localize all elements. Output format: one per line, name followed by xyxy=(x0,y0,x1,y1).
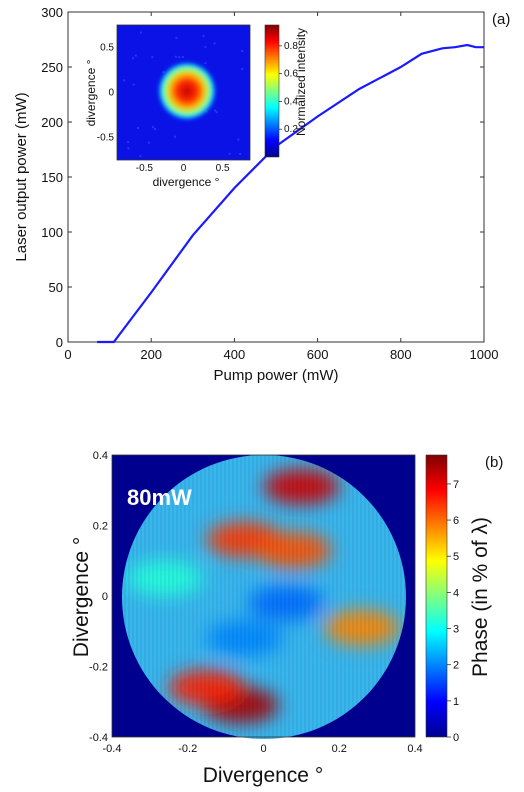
inset-noise-pixel xyxy=(181,56,184,58)
annotation-power: 80mW xyxy=(127,485,192,510)
inset-noise-pixel xyxy=(202,35,205,38)
inset-colorbar-label: Normalized intensity xyxy=(294,28,308,136)
inset-noise-pixel xyxy=(123,79,126,82)
y-tick-label: 300 xyxy=(41,5,63,20)
inset-noise-pixel xyxy=(241,67,244,70)
x-tick-label: 0 xyxy=(64,347,71,362)
colorbar-tick-label-b: 1 xyxy=(453,696,459,708)
inset-x-tick-label: 0.5 xyxy=(216,163,230,174)
y-tick-label-b: 0.2 xyxy=(93,521,108,533)
colorbar-b xyxy=(425,454,448,738)
x-axis-label-b: Divergence ° xyxy=(203,764,323,787)
inset-noise-pixel xyxy=(137,127,139,129)
inset-y-ticks: 0.5 0 -0.5 xyxy=(97,43,115,144)
inset-y-tick-label: -0.5 xyxy=(97,133,115,144)
colorbar-label-b: Phase (in % of λ) xyxy=(469,517,492,677)
colorbar-tick-label-b: 4 xyxy=(453,587,459,599)
x-tick-label-b: 0 xyxy=(260,743,266,755)
x-ticks-b: -0.4 -0.2 0 0.2 0.4 xyxy=(103,743,423,755)
x-tick-label: 200 xyxy=(140,347,162,362)
colorbar-tick-label-b: 3 xyxy=(453,624,459,636)
inset-noise-pixel xyxy=(237,138,240,141)
y-tick-label: 100 xyxy=(41,225,63,240)
inset-x-tick-label: 0 xyxy=(181,163,187,174)
inset-y-axis-label: divergence ° xyxy=(84,59,98,126)
x-tick-label-b: 0.2 xyxy=(332,743,347,755)
y-ticks-a: 0 50 100 150 200 250 300 xyxy=(41,5,484,350)
inset-x-tick-label: -0.5 xyxy=(136,163,154,174)
y-tick-label-b: -0.2 xyxy=(89,662,108,674)
inset-colorbar-tick-label: 0.2 xyxy=(284,124,298,135)
panel-label-a: (a) xyxy=(492,11,510,28)
x-tick-label-b: 0.4 xyxy=(407,743,422,755)
y-tick-label: 250 xyxy=(41,60,63,75)
y-tick-label: 0 xyxy=(56,335,63,350)
inset-colorbar-tick-label: 0.4 xyxy=(284,96,298,107)
panel-label-b: (b) xyxy=(485,454,503,471)
inset-noise-pixel xyxy=(127,147,130,150)
colorbar-tick-label-b: 5 xyxy=(453,551,459,563)
y-axis-label-a: Laser output power (mW) xyxy=(13,92,30,261)
y-ticks-b: 0.4 0.2 0 -0.2 -0.4 xyxy=(89,450,108,744)
y-axis-label-b: Divergence ° xyxy=(70,537,93,657)
y-tick-label-b: 0.4 xyxy=(93,450,108,462)
inset-noise-pixel xyxy=(132,83,135,86)
x-tick-label: 400 xyxy=(224,347,246,362)
inset-noise-pixel xyxy=(174,135,176,138)
inset-noise-pixel xyxy=(215,111,218,114)
inset-noise-pixel xyxy=(214,109,217,112)
inset-heatmap: -0.5 0 0.5 0.5 0 -0.5 divergence ° divergenc… xyxy=(84,24,308,189)
inset-y-tick-label: 0.5 xyxy=(100,43,114,54)
inset-noise-pixel xyxy=(175,36,178,39)
y-tick-label: 150 xyxy=(41,170,63,185)
x-tick-label: 600 xyxy=(307,347,329,362)
line-series xyxy=(97,43,484,344)
inset-noise-pixel xyxy=(174,55,177,58)
inset-noise-pixel xyxy=(152,126,155,129)
inset-x-ticks: -0.5 0 0.5 xyxy=(136,163,230,174)
inset-beam xyxy=(157,61,217,121)
inset-noise-pixel xyxy=(204,62,207,65)
chart-a: 0 50 100 150 200 250 300 0 200 400 600 800 1000 Pum… xyxy=(13,5,510,384)
x-tick-label: 800 xyxy=(390,347,412,362)
colorbar-tick-label-b: 7 xyxy=(453,479,459,491)
inset-noise-pixel xyxy=(148,141,150,144)
inset-colorbar xyxy=(264,24,280,158)
colorbar-ticks-b: 7 6 5 4 3 2 1 0 xyxy=(447,479,459,744)
inset-noise-pixel xyxy=(241,50,244,52)
phase-disc-texture xyxy=(122,455,406,739)
inset-noise-pixel xyxy=(127,141,130,143)
y-tick-label-b: 0 xyxy=(102,591,108,603)
inset-noise-pixel xyxy=(213,42,216,45)
inset-y-tick-label: 0 xyxy=(108,88,114,99)
inset-noise-pixel xyxy=(151,56,154,59)
colorbar-tick-label-b: 2 xyxy=(453,660,459,672)
y-tick-label-b: -0.4 xyxy=(89,732,108,744)
x-ticks-a: 0 200 400 600 800 1000 xyxy=(64,12,498,362)
inset-x-axis-label: divergence ° xyxy=(153,175,220,189)
x-tick-label-b: -0.4 xyxy=(103,743,122,755)
inset-noise-pixel xyxy=(139,31,142,34)
plot-frame-b xyxy=(111,454,416,738)
inset-noise-pixel xyxy=(154,128,156,131)
chart-b: -0.4 -0.2 0 0.2 0.4 0.4 0.2 0 -0.2 -0.4 80mW Div… xyxy=(70,450,503,787)
colorbar-tick-label-b: 0 xyxy=(453,732,459,744)
x-tick-label-b: -0.2 xyxy=(178,743,197,755)
x-axis-label-a: Pump power (mW) xyxy=(213,367,338,384)
colorbar-tick-label-b: 6 xyxy=(453,515,459,527)
inset-noise-pixel xyxy=(132,57,134,60)
y-tick-label: 50 xyxy=(49,280,63,295)
inset-noise-pixel xyxy=(178,56,181,59)
x-tick-label: 1000 xyxy=(470,347,499,362)
inset-colorbar-tick-label: 0.6 xyxy=(284,69,298,80)
inset-colorbar-tick-label: 0.8 xyxy=(284,41,298,52)
inset-noise-pixel xyxy=(139,155,142,158)
inset-noise-pixel xyxy=(204,45,207,48)
inset-noise-pixel xyxy=(134,54,137,57)
y-tick-label: 200 xyxy=(41,115,63,130)
inset-noise-pixel xyxy=(239,153,242,155)
inset-colorbar-ticks: 0.8 0.6 0.4 0.2 xyxy=(279,41,298,135)
inset-noise-pixel xyxy=(228,152,231,155)
